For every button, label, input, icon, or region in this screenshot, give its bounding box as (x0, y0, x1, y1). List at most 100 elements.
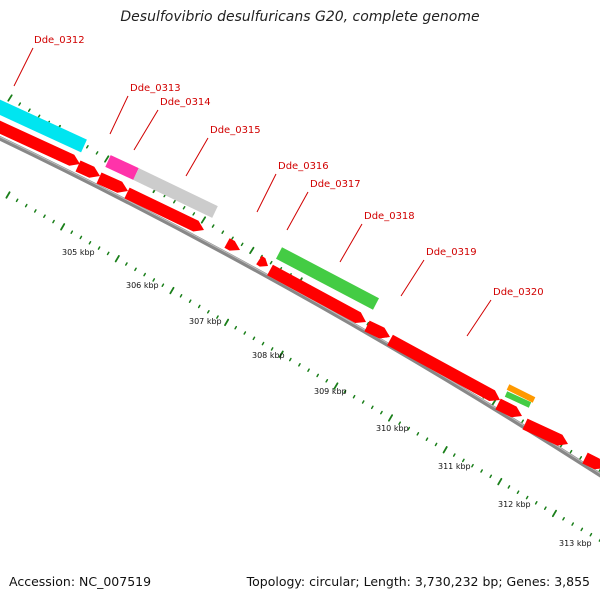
inner-tick (516, 490, 520, 495)
feature-green-block (276, 247, 379, 310)
outer-tick (18, 102, 22, 106)
inner-tick (462, 458, 465, 463)
cds-dde-0312-arrow (0, 120, 80, 166)
inner-tick (70, 230, 74, 234)
gene-label: Dde_0320 (493, 287, 544, 298)
kbp-labels: 305 kbp 306 kbp 307 kbp 308 kbp 309 kbp 310 k… (62, 248, 592, 548)
outer-tick (182, 206, 186, 210)
inner-tick (270, 347, 274, 351)
inner-tick (489, 474, 493, 479)
label-leaders (13, 47, 492, 337)
gene-leader-line (185, 137, 209, 177)
gene-label: Dde_0315 (210, 125, 261, 136)
inner-tick (316, 373, 320, 378)
inner-tick (152, 278, 156, 282)
gene-labels: Dde_0312 Dde_0313 Dde_0314 Dde_0315 Dde_0316… (34, 35, 544, 298)
inner-tick (60, 223, 66, 231)
outer-tick (95, 151, 99, 155)
gene-leader-line (256, 173, 277, 213)
gene-leader-line (109, 95, 129, 135)
outer-tick (104, 155, 110, 163)
inner-tick (497, 477, 503, 486)
genome-summary-text: Topology: circular; Length: 3,730,232 bp… (246, 574, 590, 589)
kbp-label: 310 kbp (376, 424, 409, 433)
gene-leader-line (286, 191, 309, 231)
feature-track (0, 99, 600, 470)
kbp-label: 313 kbp (559, 539, 592, 548)
inner-tick (307, 368, 310, 372)
cds-dde-0313-arrow (75, 160, 100, 178)
outer-tick (579, 456, 583, 460)
inner-tick (88, 240, 92, 245)
gene-label: Dde_0316 (278, 161, 329, 172)
inner-tick (5, 191, 11, 199)
inner-tick (261, 341, 265, 346)
outer-tick (211, 224, 215, 228)
genome-backbone-highlight (0, 136, 600, 474)
inner-tick (398, 421, 401, 426)
cds-dde-0315-arrow (124, 187, 204, 232)
gene-label: Dde_0319 (426, 247, 477, 258)
cds-dde-0319-arrow (364, 320, 390, 339)
inner-tick (179, 294, 183, 298)
inner-tick (543, 506, 547, 510)
gene-label: Dde_0318 (364, 211, 415, 222)
feature-cyan-block (0, 99, 87, 153)
inner-tick (207, 309, 210, 314)
inner-tick (325, 378, 329, 383)
inner-tick (243, 331, 247, 335)
inner-tick (143, 272, 146, 277)
inner-tick (106, 251, 110, 256)
outer-tick (366, 321, 370, 326)
inner-tick (343, 389, 347, 394)
cds-dde-0316-arrow (224, 238, 240, 251)
inner-tick (534, 501, 538, 505)
inner-tick (333, 382, 339, 390)
outer-tick (249, 246, 255, 255)
kbp-label: 307 kbp (189, 317, 222, 326)
inner-tick (24, 203, 28, 208)
gene-leader-line (133, 109, 159, 151)
inner-tick (442, 446, 448, 454)
inner-tick (234, 325, 238, 330)
inner-tick (380, 410, 383, 415)
inner-tick (525, 495, 529, 500)
outer-tick (85, 145, 89, 149)
inner-tick (188, 299, 192, 303)
backbone-track (0, 135, 600, 478)
outer-tick (221, 230, 225, 234)
inner-tick (288, 357, 292, 362)
inner-tick (388, 414, 394, 422)
gene-label: Dde_0313 (130, 83, 181, 94)
inner-tick (562, 516, 565, 521)
inner-tick (52, 219, 55, 224)
gene-label: Dde_0314 (160, 97, 211, 108)
gene-leader-line (339, 223, 363, 263)
gene-leader-line (466, 299, 492, 337)
outer-tick (569, 449, 573, 454)
kbp-label: 309 kbp (314, 387, 347, 396)
cds-dde-0322-arrow (522, 418, 568, 446)
inner-tick (252, 336, 256, 341)
inner-tick (114, 255, 120, 263)
inner-tick (278, 350, 284, 358)
inner-tick (480, 469, 483, 473)
inner-tick (361, 400, 365, 404)
gene-label: Dde_0317 (310, 179, 361, 190)
outer-tick (27, 108, 31, 112)
outer-tick (173, 199, 176, 204)
cds-dde-0318-arrow (267, 264, 366, 323)
outer-tick (200, 216, 207, 224)
inner-tick (471, 463, 474, 468)
gene-label: Dde_0312 (34, 35, 85, 46)
inner-tick (224, 318, 230, 327)
outer-tick (192, 212, 196, 216)
kbp-label: 306 kbp (126, 281, 159, 290)
inner-tick (551, 509, 557, 518)
inner-tick (407, 426, 411, 431)
cds-dde-0321-arrow (495, 398, 522, 418)
inner-tick (79, 235, 83, 240)
map-title: Desulfovibrio desulfuricans G20, complet… (120, 9, 480, 25)
inner-tick (416, 432, 420, 436)
